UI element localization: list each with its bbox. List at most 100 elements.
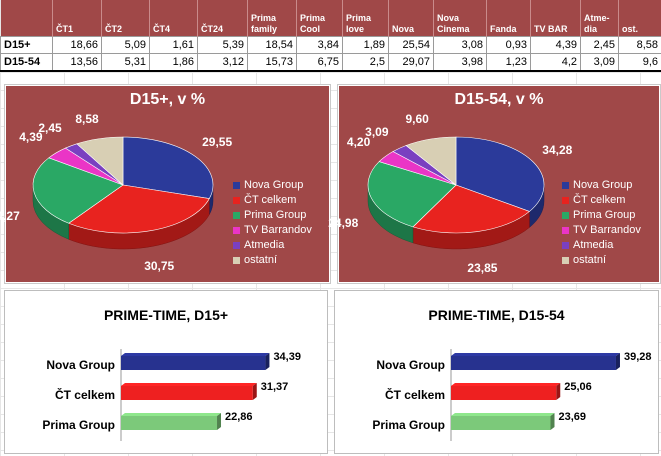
bar-top: [121, 413, 222, 416]
table-header-cell: Atme-dia: [580, 0, 619, 37]
pie-slice-ostatn-: [76, 136, 124, 186]
legend-item: Nova Group: [233, 178, 312, 193]
table-cell: 2,5: [342, 53, 389, 72]
legend-label: Prima Group: [244, 209, 307, 221]
table-header-cell: TV BAR: [530, 0, 581, 37]
bar-chart-primetime-d15plus: PRIME-TIME, D15+ Nova Group 34,39 ČT celke…: [4, 290, 328, 454]
legend-item: ostatní: [233, 253, 312, 268]
table-header-cell: ČT4: [149, 0, 198, 37]
legend-item: Prima Group: [562, 208, 641, 223]
table-header-cell: ost.: [618, 0, 661, 37]
table-header-cell: Prima family: [247, 0, 297, 37]
category-label: Prima Group: [42, 418, 115, 432]
data-label: 2,45: [38, 121, 62, 136]
table-cell: 5,39: [197, 36, 248, 54]
legend-swatch: [562, 212, 569, 219]
legend-label: ostatní: [244, 254, 278, 266]
table-cell: 4,39: [530, 36, 581, 54]
legend-item: Nova Group: [562, 178, 641, 193]
table-header-cell: ČT24: [197, 0, 248, 37]
value-label: 22,86: [225, 411, 253, 423]
table-cell: 3,09: [580, 53, 619, 72]
table-header-cell: Fanda: [486, 0, 531, 37]
legend-item: Prima Group: [233, 208, 312, 223]
bar-top: [451, 353, 620, 356]
category-label: Nova Group: [376, 358, 445, 372]
legend-swatch: [562, 227, 569, 234]
legend-item: ČT celkem: [562, 193, 641, 208]
pie-slice-prima-group: [367, 161, 457, 228]
table-cell: 1,86: [149, 53, 198, 72]
bar-prima-group: [451, 416, 551, 430]
bar-chart-svg: [120, 349, 270, 441]
pie-slice-ostatn-: [405, 136, 457, 186]
bar-side: [615, 353, 620, 370]
legend-swatch: [233, 257, 240, 264]
bar-top: [121, 353, 270, 356]
legend-swatch: [233, 227, 240, 234]
table-header-cell: Nova Cinema: [433, 0, 487, 37]
pie-slice-prima-group: [32, 157, 124, 224]
pie-slice-nova-group: [122, 136, 214, 199]
legend-label: Nova Group: [573, 179, 633, 191]
pie-slice--t-celkem: [412, 184, 531, 234]
table-header-cell: Nova: [388, 0, 434, 37]
bar-prima-group: [121, 416, 218, 430]
bar-top: [451, 413, 555, 416]
legend-label: ČT celkem: [244, 194, 297, 206]
legend-item: ČT celkem: [233, 193, 312, 208]
table-header-cell: ČT1: [52, 0, 102, 37]
legend-item: Atmedia: [562, 238, 641, 253]
table-cell: 1,61: [149, 36, 198, 54]
data-label: 24,98: [328, 216, 359, 231]
table-cell: 1,89: [342, 36, 389, 54]
legend-swatch: [233, 212, 240, 219]
table-row: D15-54 13,56 5,31 1,86 3,12 15,73 6,75 2…: [0, 53, 661, 72]
value-label: 23,69: [558, 411, 587, 423]
pie-chart-d15-54: D15-54, v % Nova Group ČT celkem Prima Gro…: [328, 84, 661, 284]
bar-side: [252, 383, 257, 400]
legend-label: ČT celkem: [573, 194, 626, 206]
value-label: 25,06: [564, 381, 592, 393]
bar-chart-primetime-d15-54: PRIME-TIME, D15-54 Nova Group 39,28 ČT cel…: [334, 290, 659, 454]
bar-chart-svg: [450, 349, 620, 441]
table-row: D15+ 18,66 5,09 1,61 5,39 18,54 3,84 1,8…: [0, 36, 661, 54]
data-label: 34,28: [542, 142, 573, 157]
data-label: 24,27: [0, 209, 20, 224]
table-cell: 5,31: [101, 53, 150, 72]
table-cell: 1,23: [486, 53, 531, 72]
chart-title: PRIME-TIME, D15-54: [428, 307, 565, 323]
value-label: 39,28: [623, 351, 652, 363]
chart-legend: Nova Group ČT celkem Prima Group TV Barrand…: [562, 178, 641, 268]
table-header-cell: ČT2: [101, 0, 150, 37]
legend-label: TV Barrandov: [573, 224, 641, 236]
table-header-cell: Prima love: [342, 0, 389, 37]
pie-chart-svg: [367, 136, 545, 250]
category-label: ČT celkem: [54, 388, 115, 402]
category-label: ČT celkem: [384, 388, 445, 402]
legend-swatch: [233, 242, 240, 249]
category-label: Nova Group: [46, 358, 115, 372]
data-label: 30,75: [144, 259, 175, 274]
bar-top: [121, 383, 257, 386]
table-cell: 5,09: [101, 36, 150, 54]
pie-slice--t-celkem: [68, 184, 210, 234]
bar-nova-group: [451, 356, 616, 370]
data-label: 23,85: [467, 260, 498, 275]
chart-title: D15+, v %: [129, 91, 206, 108]
legend-item: TV Barrandov: [233, 223, 312, 238]
data-label: 3,09: [365, 124, 389, 139]
table-cell: 0,93: [486, 36, 531, 54]
legend-item: Atmedia: [233, 238, 312, 253]
table-cell: 6,75: [296, 53, 343, 72]
bar-side: [550, 413, 555, 430]
pie-chart-svg: [32, 136, 214, 250]
bar-nova-group: [121, 356, 266, 370]
table-cell: 15,73: [247, 53, 297, 72]
data-label: 4,20: [346, 135, 371, 150]
legend-swatch: [562, 182, 569, 189]
chart-title: PRIME-TIME, D15+: [103, 307, 229, 323]
legend-label: Atmedia: [573, 239, 614, 251]
legend-swatch: [562, 197, 569, 204]
legend-label: ostatní: [573, 254, 607, 266]
